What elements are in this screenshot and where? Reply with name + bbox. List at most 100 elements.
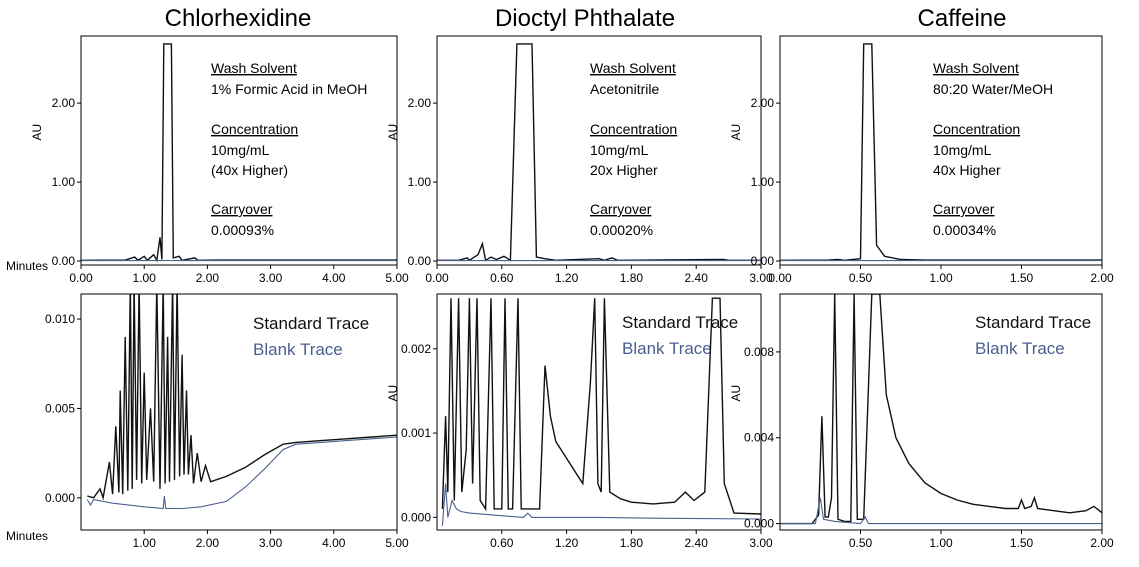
- carryover-value: 0.00093%: [211, 222, 274, 238]
- y-tick-label: 1.00: [751, 175, 775, 189]
- concentration-value: 10mg/mL: [211, 142, 270, 158]
- legend-blank-trace: Blank Trace: [253, 340, 343, 359]
- x-tick-label: 1.50: [1010, 271, 1034, 285]
- x-tick-label: 1.20: [555, 536, 579, 550]
- y-tick-label: 0.001: [401, 426, 431, 440]
- carryover-heading: Carryover: [590, 201, 652, 217]
- x-tick-label: 3.00: [259, 536, 283, 550]
- annotation-chlorhexidine: Wash Solvent 1% Formic Acid in MeOH Conc…: [211, 60, 367, 238]
- plot-frame: [80, 293, 398, 531]
- legend-standard-trace: Standard Trace: [253, 314, 369, 333]
- concentration-value: 10mg/mL: [590, 142, 649, 158]
- x-tick-label: 1.00: [133, 271, 157, 285]
- annotation-dioctyl-phthalate: Wash Solvent Acetonitrile Concentration …: [590, 60, 677, 238]
- standard-trace-line: [87, 294, 397, 501]
- y-tick-label: 0.00: [751, 254, 775, 268]
- y-tick-label: 0.004: [744, 431, 774, 445]
- x-tick-label: 0.50: [849, 536, 873, 550]
- x-tick-label: 1.00: [929, 271, 953, 285]
- chart-panel-bottom-0: 1.00 2.00 3.00 4.00 5.00 0.000 0.005 0.010: [45, 293, 409, 550]
- title-dioctyl-phthalate: Dioctyl Phthalate: [495, 5, 675, 32]
- x-tick-label: 1.80: [620, 536, 644, 550]
- x-tick-label: 0.00: [69, 271, 93, 285]
- y-axis-label: AU: [386, 385, 400, 402]
- y-tick-label: 0.000: [45, 491, 75, 505]
- y-tick-label: 2.00: [52, 96, 76, 110]
- standard-trace-line: [437, 43, 761, 262]
- x-tick-label: 2.00: [196, 536, 220, 550]
- chart-panel-bottom-2: 0.50 1.00 1.50 2.00 0.000 0.004 0.008 AU: [729, 293, 1114, 550]
- x-tick-label: 0.00: [425, 271, 449, 285]
- x-tick-label: 4.00: [322, 536, 346, 550]
- wash-solvent-value: Acetonitrile: [590, 81, 659, 97]
- legend-standard-trace: Standard Trace: [622, 313, 738, 332]
- x-tick-label: 1.20: [555, 271, 579, 285]
- top-x-axis-label: Minutes: [6, 259, 48, 273]
- standard-trace-line: [441, 297, 761, 515]
- x-tick-label: 1.00: [133, 536, 157, 550]
- annotation-caffeine: Wash Solvent 80:20 Water/MeOH Concentrat…: [933, 60, 1053, 238]
- plot-frame: [436, 35, 762, 266]
- y-tick-label: 0.008: [744, 345, 774, 359]
- x-tick-label: 2.00: [1090, 536, 1114, 550]
- x-tick-label: 0.60: [490, 536, 514, 550]
- blank-trace-line: [441, 483, 761, 526]
- y-tick-label: 1.00: [408, 175, 432, 189]
- x-tick-label: 0.60: [490, 271, 514, 285]
- standard-trace-line: [780, 294, 1102, 525]
- x-tick-label: 5.00: [385, 271, 409, 285]
- x-tick-label: 1.50: [1010, 536, 1034, 550]
- y-tick-label: 0.00: [408, 254, 432, 268]
- wash-solvent-heading: Wash Solvent: [590, 60, 676, 76]
- x-tick-label: 3.00: [259, 271, 283, 285]
- x-tick-label: 2.40: [685, 271, 709, 285]
- title-chlorhexidine: Chlorhexidine: [165, 5, 312, 32]
- x-tick-label: 5.00: [385, 536, 409, 550]
- x-tick-label: 0.00: [768, 271, 792, 285]
- legend-chlorhexidine: Standard Trace Blank Trace: [253, 314, 369, 359]
- y-tick-label: 0.000: [401, 510, 431, 524]
- chart-panel-top-2: 0.00 0.50 1.00 1.50 2.00 0.00 1.00 2.00 AU: [729, 35, 1114, 285]
- y-tick-label: 0.00: [52, 254, 76, 268]
- wash-solvent-heading: Wash Solvent: [933, 60, 1019, 76]
- wash-solvent-heading: Wash Solvent: [211, 60, 297, 76]
- x-tick-label: 3.00: [749, 271, 773, 285]
- legend-blank-trace: Blank Trace: [975, 339, 1065, 358]
- legend-blank-trace: Blank Trace: [622, 339, 712, 358]
- y-tick-label: 0.000: [744, 517, 774, 531]
- y-axis-label: AU: [30, 124, 44, 141]
- concentration-value: 10mg/mL: [933, 142, 992, 158]
- chart-panel-top-0: 0.00 1.00 2.00 3.00 4.00 5.00 0.00 1.00 2.00 AU: [30, 35, 409, 285]
- plot-frame: [436, 293, 762, 531]
- y-tick-label: 0.010: [45, 312, 75, 326]
- concentration-heading: Concentration: [211, 121, 298, 137]
- concentration-note: 40x Higher: [933, 162, 1001, 178]
- chart-panel-top-1: 0.00 0.60 1.20 1.80 2.40 3.00 0.00 1.00 2.00 AU: [386, 35, 773, 285]
- standard-trace-line: [780, 43, 1102, 262]
- x-tick-label: 1.00: [929, 536, 953, 550]
- chart-panel-bottom-1: 0.60 1.20 1.80 2.40 3.00 0.000 0.001 0.002 AU: [386, 293, 773, 550]
- carryover-value: 0.00020%: [590, 222, 653, 238]
- x-tick-label: 2.00: [1090, 271, 1114, 285]
- carryover-heading: Carryover: [211, 201, 273, 217]
- legend-standard-trace: Standard Trace: [975, 313, 1091, 332]
- x-tick-label: 0.50: [849, 271, 873, 285]
- concentration-heading: Concentration: [590, 121, 677, 137]
- legend-dioctyl-phthalate: Standard Trace Blank Trace: [622, 313, 738, 358]
- blank-trace-line: [86, 436, 397, 510]
- x-tick-label: 1.80: [620, 271, 644, 285]
- x-tick-label: 3.00: [749, 536, 773, 550]
- y-axis-label: AU: [386, 124, 400, 141]
- title-caffeine: Caffeine: [918, 5, 1007, 32]
- wash-solvent-value: 80:20 Water/MeOH: [933, 81, 1053, 97]
- y-axis-label: AU: [729, 124, 743, 141]
- y-tick-label: 2.00: [408, 96, 432, 110]
- x-tick-label: 2.40: [685, 536, 709, 550]
- concentration-heading: Concentration: [933, 121, 1020, 137]
- y-tick-label: 2.00: [751, 96, 775, 110]
- plot-frame: [80, 35, 398, 266]
- concentration-note: (40x Higher): [211, 162, 288, 178]
- legend-caffeine: Standard Trace Blank Trace: [975, 313, 1091, 358]
- y-axis-label: AU: [729, 385, 743, 402]
